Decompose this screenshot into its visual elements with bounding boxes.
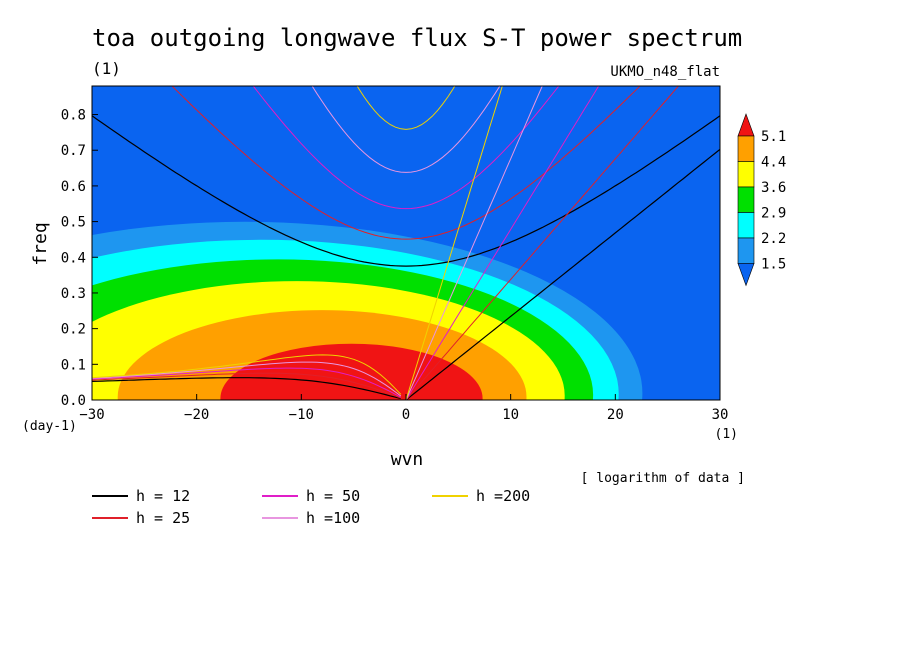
dispersion-curve-h200-branch-2 bbox=[356, 86, 456, 130]
colorbar-segment bbox=[737, 135, 755, 162]
colorbar-segment bbox=[737, 186, 755, 213]
colorbar-top-arrow bbox=[737, 113, 755, 137]
colorbar-segment bbox=[737, 212, 755, 239]
dispersion-curve-h25-branch-2 bbox=[171, 86, 641, 240]
x-axis: −30 −20 −10 0 10 20 30 bbox=[79, 394, 728, 423]
x-tick-label: 0 bbox=[402, 407, 410, 423]
dispersion-curve-h200-branch-3 bbox=[92, 354, 402, 395]
legend-label-h25: h = 25 bbox=[136, 509, 190, 527]
legend-label-h200: h =200 bbox=[476, 487, 530, 505]
y-tick-label: 0.1 bbox=[61, 357, 86, 373]
y-tick-label: 0.3 bbox=[61, 286, 86, 302]
x-tick-label: 10 bbox=[502, 407, 519, 423]
dispersion-curve-h100-branch-3 bbox=[92, 361, 402, 397]
y-tick-label: 0.4 bbox=[61, 250, 86, 266]
contour-level-6 bbox=[220, 343, 483, 400]
dispersion-curve-h200-branch-1 bbox=[405, 86, 503, 400]
dispersion-curve-h25-branch-3 bbox=[92, 372, 401, 399]
legend-label-h100: h =100 bbox=[306, 509, 360, 527]
colorbar-segment bbox=[737, 161, 755, 188]
colorbar: 5.1 4.4 3.6 2.9 2.2 1.5 bbox=[737, 113, 786, 287]
y-tick-label: 0.7 bbox=[61, 143, 86, 159]
dispersion-curve-h50-branch-3 bbox=[92, 367, 402, 398]
y-tick-label: 0.5 bbox=[61, 215, 86, 231]
data-note: [ logarithm of data ] bbox=[581, 471, 745, 486]
dispersion-curve-h25-branch-1 bbox=[405, 86, 680, 400]
x-tick-label: −10 bbox=[289, 407, 314, 423]
legend-label-h50: h = 50 bbox=[306, 487, 360, 505]
colorbar-bottom-arrow bbox=[737, 263, 755, 287]
contour-fill-layer bbox=[92, 221, 643, 400]
y-tick-label: 0.6 bbox=[61, 179, 86, 195]
legend: h = 12 h = 25 h = 50 h =100 h =200 bbox=[92, 487, 530, 527]
x-tick-label: −20 bbox=[184, 407, 209, 423]
y-axis: 0.0 0.1 0.2 0.3 0.4 0.5 0.6 0.7 0.8 bbox=[61, 108, 98, 409]
colorbar-label: 5.1 bbox=[761, 129, 786, 145]
x-tick-label: −30 bbox=[79, 407, 104, 423]
y-axis-label: freq bbox=[30, 222, 51, 265]
plot-area bbox=[92, 86, 720, 400]
dispersion-curve-h12-branch-2 bbox=[92, 115, 720, 267]
dispersion-curve-h50-branch-1 bbox=[405, 86, 600, 400]
colorbar-segment bbox=[737, 237, 755, 264]
legend-label-h12: h = 12 bbox=[136, 487, 190, 505]
chart-subtitle-model: UKMO_n48_flat bbox=[610, 64, 720, 80]
y-tick-label: 0.2 bbox=[61, 322, 86, 338]
colorbar-label: 1.5 bbox=[761, 257, 786, 273]
dispersion-curve-layer bbox=[92, 86, 720, 400]
x-axis-label: wvn bbox=[391, 449, 424, 470]
chart-subtitle-units: (1) bbox=[92, 59, 121, 78]
colorbar-label: 2.2 bbox=[761, 231, 786, 247]
colorbar-label: 2.9 bbox=[761, 206, 786, 222]
colorbar-label: 4.4 bbox=[761, 155, 786, 171]
colorbar-label: 3.6 bbox=[761, 180, 786, 196]
dispersion-curve-h50-branch-2 bbox=[252, 86, 560, 210]
chart-title: toa outgoing longwave flux S-T power spe… bbox=[92, 24, 742, 52]
y-tick-label: 0.8 bbox=[61, 108, 86, 124]
x-tick-label: 20 bbox=[607, 407, 624, 423]
dispersion-curve-h12-branch-1 bbox=[405, 148, 720, 400]
y-tick-label: 0.0 bbox=[61, 393, 86, 409]
dispersion-curve-h100-branch-2 bbox=[311, 86, 501, 173]
dispersion-curve-h12-branch-3 bbox=[92, 377, 401, 400]
dispersion-curve-h100-branch-1 bbox=[405, 86, 543, 400]
y-axis-unit: (day-1) bbox=[22, 419, 77, 434]
x-tick-label: 30 bbox=[712, 407, 729, 423]
x-axis-unit: (1) bbox=[715, 427, 738, 442]
